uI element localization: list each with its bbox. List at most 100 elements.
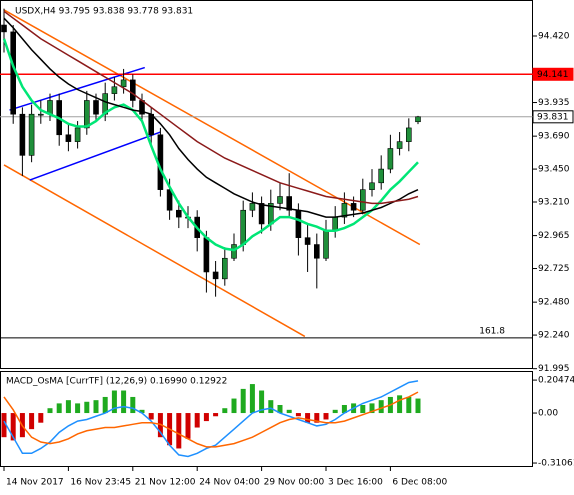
y-tick-label: 93.210 bbox=[538, 198, 570, 208]
osma-bar bbox=[286, 409, 292, 414]
candle-body bbox=[93, 100, 99, 115]
osma-bar bbox=[148, 413, 154, 420]
osma-bar bbox=[84, 401, 90, 414]
trend-line bbox=[3, 9, 421, 246]
osma-bar bbox=[277, 404, 283, 414]
candle-body bbox=[277, 196, 283, 204]
candle-body bbox=[19, 113, 26, 156]
candle-body bbox=[28, 113, 35, 156]
osma-bar bbox=[203, 413, 209, 422]
candle-body bbox=[166, 189, 173, 211]
osma-bar bbox=[222, 408, 228, 414]
candle-body bbox=[323, 230, 329, 259]
x-tick-label: 21 Nov 12:00 bbox=[135, 478, 196, 488]
y-tick-label: 93.450 bbox=[538, 165, 570, 175]
candle-body bbox=[369, 182, 375, 190]
candle-body bbox=[74, 127, 81, 142]
osma-bar bbox=[397, 395, 403, 414]
candle-body bbox=[120, 79, 127, 88]
indicator-line bbox=[3, 380, 419, 458]
main-frame bbox=[0, 0, 533, 369]
osma-bar bbox=[231, 398, 237, 414]
x-tick-label: 29 Nov 00:00 bbox=[264, 478, 325, 488]
osma-bar bbox=[111, 390, 117, 414]
candle-body bbox=[249, 203, 256, 211]
candle-body bbox=[359, 189, 366, 211]
candle-body bbox=[84, 100, 90, 129]
trend-line bbox=[29, 131, 161, 181]
y-tick-label: -0.31061 bbox=[538, 459, 574, 469]
indicator-line bbox=[3, 10, 419, 205]
osma-bar bbox=[341, 404, 347, 414]
y-tick-label: 92.725 bbox=[538, 264, 570, 274]
candle-body bbox=[378, 168, 385, 184]
candle-body bbox=[148, 113, 154, 136]
osma-bar bbox=[332, 409, 338, 414]
osma-bar bbox=[139, 409, 145, 414]
level-label: 161.8 bbox=[479, 326, 505, 336]
candle-body bbox=[212, 271, 219, 280]
indicator-line bbox=[3, 17, 419, 218]
osma-bar bbox=[1, 413, 7, 438]
osma-bar bbox=[369, 403, 375, 414]
candle-body bbox=[65, 134, 72, 142]
osma-bar bbox=[102, 396, 108, 414]
trend-line bbox=[3, 164, 306, 338]
price-label: 93.831 bbox=[537, 112, 569, 122]
y-tick-label: 92.240 bbox=[538, 331, 570, 341]
osma-bar bbox=[323, 413, 329, 420]
osma-bar bbox=[378, 400, 384, 414]
osma-bar bbox=[29, 413, 35, 430]
candle-body bbox=[387, 148, 394, 170]
header: USDX,H4 93.795 93.838 93.778 93.831 bbox=[15, 7, 193, 17]
osma-bar bbox=[93, 400, 99, 414]
candle-body bbox=[313, 244, 320, 259]
candle-body bbox=[286, 196, 293, 211]
y-tick-label: 93.935 bbox=[538, 98, 570, 108]
y-tick-label: 94.420 bbox=[538, 32, 570, 42]
osma-bar bbox=[268, 400, 274, 414]
macd-title: MACD_OsMA [CurrTF] (12,26,9) 0.16990 0.1… bbox=[6, 377, 227, 387]
y-tick-label: 91.995 bbox=[538, 364, 570, 374]
osma-bar bbox=[56, 403, 62, 414]
osma-bar bbox=[249, 384, 255, 414]
candle-body bbox=[350, 203, 357, 211]
x-tick-label: 3 Dec 16:00 bbox=[328, 478, 383, 488]
candle-body bbox=[203, 237, 210, 273]
candle-body bbox=[176, 209, 182, 218]
osma-bar bbox=[130, 396, 136, 414]
candle-body bbox=[405, 127, 412, 142]
candle-body bbox=[332, 216, 339, 232]
osma-bar bbox=[185, 413, 191, 439]
y-tick-label: 92.480 bbox=[538, 298, 570, 308]
osma-bar bbox=[10, 413, 16, 441]
osma-bar bbox=[406, 396, 412, 414]
candle-body bbox=[341, 203, 348, 218]
osma-bar bbox=[415, 398, 421, 414]
x-tick-label: 24 Nov 04:00 bbox=[199, 478, 260, 488]
price-label: 94.141 bbox=[537, 70, 569, 80]
osma-bar bbox=[121, 390, 127, 414]
candle-body bbox=[258, 203, 265, 225]
price-box bbox=[532, 67, 574, 81]
osma-bar bbox=[38, 413, 44, 423]
osma-bar bbox=[47, 408, 53, 414]
candle-body bbox=[415, 116, 421, 123]
osma-bar bbox=[75, 403, 81, 414]
y-tick-label: 93.690 bbox=[538, 132, 570, 142]
osma-bar bbox=[240, 388, 246, 414]
osma-bar bbox=[194, 413, 200, 428]
y-tick-label: 0.00 bbox=[538, 409, 558, 419]
osma-bar bbox=[213, 413, 219, 417]
osma-bar bbox=[295, 413, 301, 417]
osma-bar bbox=[259, 390, 265, 414]
candle-body bbox=[1, 24, 7, 33]
macd-frame bbox=[0, 371, 533, 467]
candle-body bbox=[304, 237, 311, 245]
osma-bar bbox=[305, 413, 311, 423]
osma-bar bbox=[314, 413, 320, 423]
price-box bbox=[532, 110, 574, 124]
candle-body bbox=[130, 79, 136, 101]
candle-body bbox=[111, 86, 118, 94]
